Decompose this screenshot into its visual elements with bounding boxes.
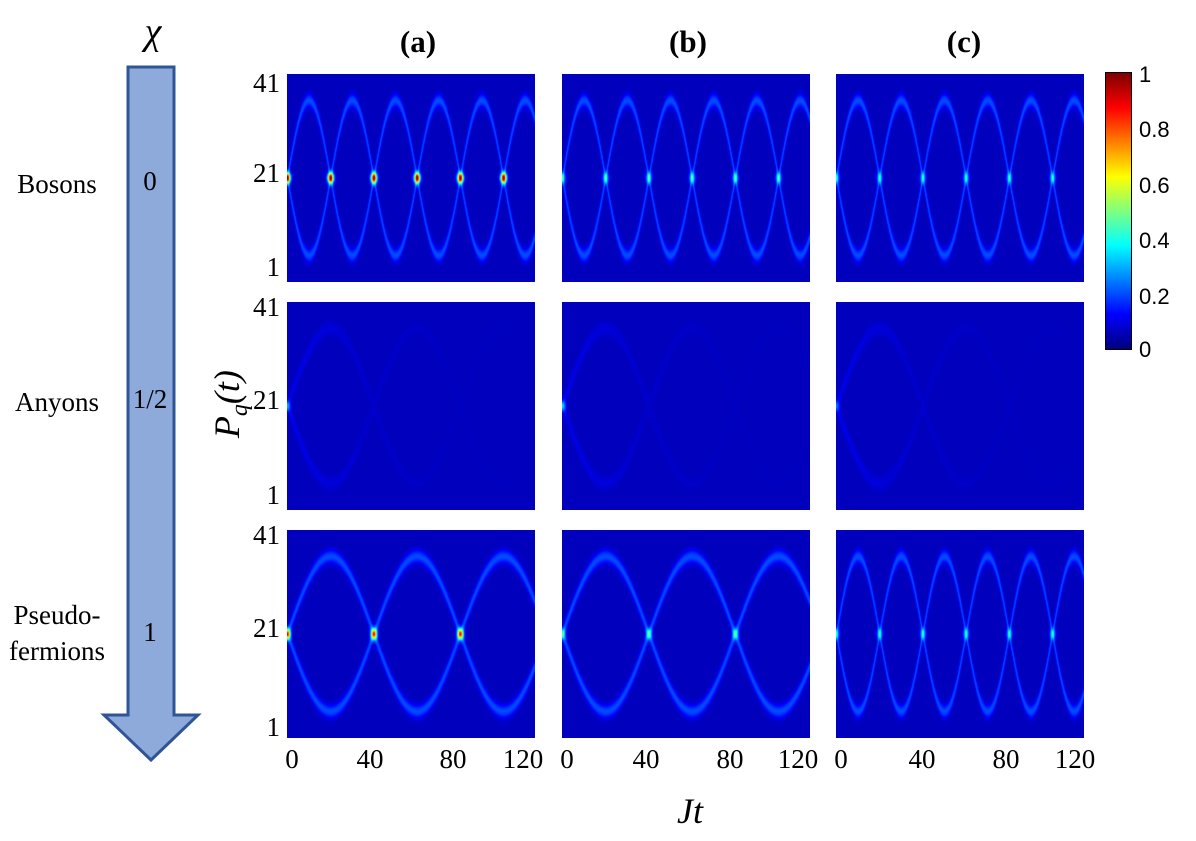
xtick-a-80: 80 bbox=[439, 744, 467, 774]
ytick-row1-21: 21 bbox=[253, 158, 280, 188]
ytick-row1-41: 41 bbox=[253, 68, 280, 98]
heatmap-bosons-a bbox=[287, 74, 535, 282]
xtick-b-40: 40 bbox=[632, 744, 660, 774]
ytick-row3-21: 21 bbox=[253, 613, 280, 643]
colorbar-tick-0: 0 bbox=[1139, 337, 1152, 362]
row-label-line-1: Pseudo- bbox=[13, 600, 101, 630]
column-title-a: (a) bbox=[399, 24, 437, 59]
ytick-row2-1: 1 bbox=[266, 480, 281, 510]
ytick-row3-1: 1 bbox=[266, 712, 281, 742]
colorbar-tick-0.6: 0.6 bbox=[1139, 173, 1170, 198]
xtick-a-120: 120 bbox=[502, 744, 544, 774]
heatmap-canvas bbox=[836, 302, 1084, 510]
colorbar-tick-0.8: 0.8 bbox=[1139, 117, 1170, 142]
heatmap-canvas bbox=[562, 530, 810, 738]
heatmap-bosons-c bbox=[836, 74, 1084, 282]
row-label-bosons: Bosons bbox=[17, 169, 97, 199]
ytick-row2-41: 41 bbox=[253, 292, 280, 322]
heatmap-canvas bbox=[836, 530, 1084, 738]
heatmap-canvas bbox=[287, 530, 535, 738]
row-label-anyons: Anyons bbox=[14, 387, 99, 417]
heatmap-canvas bbox=[836, 74, 1084, 282]
colorbar-tick-0.4: 0.4 bbox=[1139, 228, 1170, 253]
heatmap-pseudo-fermions-a bbox=[287, 530, 535, 738]
chi-value-pseudo-fermions: 1 bbox=[143, 617, 157, 647]
heatmap-canvas bbox=[287, 74, 535, 282]
ytick-row2-21: 21 bbox=[253, 385, 280, 415]
row-label-line-2: fermions bbox=[9, 636, 105, 666]
colorbar-tick-1: 1 bbox=[1139, 62, 1152, 87]
ytick-row3-41: 41 bbox=[253, 520, 280, 550]
xtick-c-0: 0 bbox=[834, 744, 848, 774]
heatmap-canvas bbox=[287, 302, 535, 510]
heatmap-anyons-a bbox=[287, 302, 535, 510]
y-axis-label-main: P bbox=[206, 416, 247, 439]
ytick-row1-1: 1 bbox=[266, 252, 281, 282]
xtick-c-40: 40 bbox=[908, 744, 936, 774]
heatmap-pseudo-fermions-c bbox=[836, 530, 1084, 738]
xtick-c-80: 80 bbox=[992, 744, 1020, 774]
colorbar-tick-0.2: 0.2 bbox=[1139, 284, 1170, 309]
chi-symbol: χ bbox=[144, 11, 162, 53]
xtick-b-80: 80 bbox=[716, 744, 744, 774]
xtick-b-120: 120 bbox=[777, 744, 819, 774]
heatmap-canvas bbox=[562, 74, 810, 282]
xtick-c-120: 120 bbox=[1054, 744, 1096, 774]
x-axis-label: Jt bbox=[677, 791, 703, 831]
chi-value-anyons: 1/2 bbox=[132, 384, 168, 414]
heatmap-canvas bbox=[562, 302, 810, 510]
row-label-pseudo-fermions: Pseudo- fermions bbox=[0, 597, 132, 669]
column-title-c: (c) bbox=[946, 24, 982, 59]
heatmap-bosons-b bbox=[562, 74, 810, 282]
xtick-a-40: 40 bbox=[356, 744, 384, 774]
heatmap-anyons-c bbox=[836, 302, 1084, 510]
chi-value-bosons: 0 bbox=[143, 166, 157, 196]
chi-arrow bbox=[100, 65, 202, 763]
column-title-b: (b) bbox=[669, 24, 707, 59]
heatmap-anyons-b bbox=[562, 302, 810, 510]
xtick-a-0: 0 bbox=[285, 744, 299, 774]
heatmap-pseudo-fermions-b bbox=[562, 530, 810, 738]
xtick-b-0: 0 bbox=[560, 744, 574, 774]
colorbar bbox=[1105, 72, 1132, 350]
